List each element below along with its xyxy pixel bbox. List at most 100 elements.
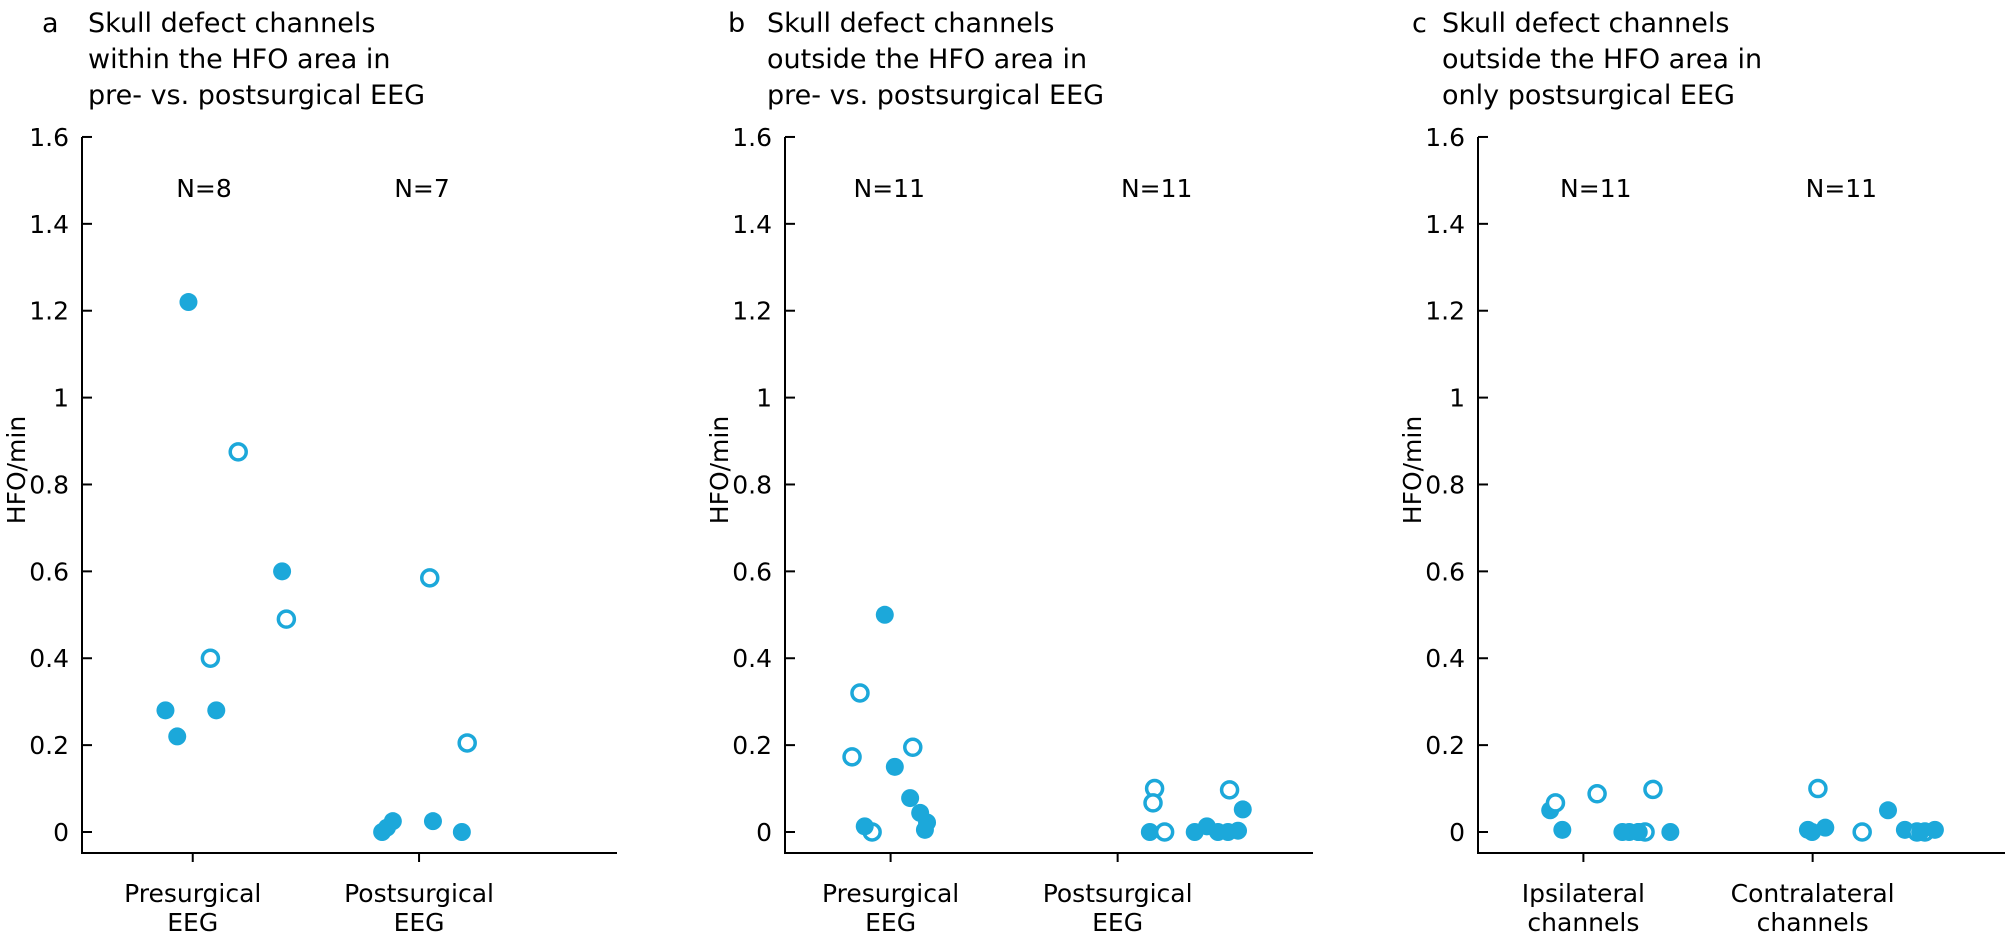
data-point-open <box>200 648 221 668</box>
x-category-label: Presurgical <box>822 879 959 908</box>
y-axis-label: HFO/min <box>1398 416 1427 524</box>
data-point-filled <box>885 757 904 776</box>
data-point-filled <box>1911 823 1930 841</box>
y-tick-label: 0.6 <box>1425 557 1465 586</box>
y-tick-label: 0.2 <box>1425 731 1465 760</box>
axes-lines <box>784 137 1313 854</box>
y-tick-label: 0 <box>1449 818 1465 847</box>
y-tick-label: 0.4 <box>732 644 772 673</box>
data-point-open <box>1154 822 1175 842</box>
data-point-open <box>1852 822 1872 842</box>
y-tick-label: 1.4 <box>29 210 69 239</box>
data-point-filled <box>875 605 894 624</box>
y-tick-label: 1.6 <box>29 123 69 152</box>
n-count-label: N=7 <box>394 174 450 203</box>
y-tick-label: 1 <box>756 384 772 413</box>
panel-title-line: outside the HFO area in <box>1442 44 1762 75</box>
y-tick-label: 0 <box>756 818 772 847</box>
y-tick-label: 0.2 <box>732 731 772 760</box>
x-category-label: EEG <box>1092 908 1143 932</box>
x-category-label: channels <box>1757 908 1869 932</box>
panel-title-line: Skull defect channels <box>767 8 1054 39</box>
y-tick-label: 1.2 <box>732 297 772 326</box>
y-tick-label: 0.4 <box>1425 644 1465 673</box>
data-point-filled <box>373 823 392 841</box>
x-category-label: Contralateral <box>1731 879 1895 908</box>
panel-title-line: only postsurgical EEG <box>1442 80 1735 111</box>
axes-lines <box>1477 137 2005 854</box>
panel-title-line: pre- vs. postsurgical EEG <box>88 80 425 111</box>
y-axis-label: HFO/min <box>705 416 734 524</box>
axes-lines <box>81 137 617 854</box>
y-tick-label: 1.2 <box>29 297 69 326</box>
data-point-filled <box>1629 823 1648 841</box>
data-point-open <box>842 747 862 767</box>
data-point-filled <box>1879 801 1898 820</box>
data-point-filled <box>1803 823 1822 841</box>
y-tick-label: 1 <box>53 384 69 413</box>
n-count-label: N=11 <box>1806 174 1877 203</box>
panel-title-line: Skull defect channels <box>1442 8 1729 39</box>
data-point-open <box>228 442 248 462</box>
y-tick-label: 1 <box>1449 384 1465 413</box>
y-tick-label: 1.6 <box>732 123 772 152</box>
panel-letter: c <box>1412 8 1427 39</box>
y-tick-label: 1.6 <box>1425 123 1465 152</box>
x-category-label: Postsurgical <box>1043 879 1193 908</box>
data-point-filled <box>1553 820 1572 839</box>
data-point-filled <box>168 727 187 746</box>
y-tick-label: 0.8 <box>732 470 772 499</box>
panel-letter: b <box>728 8 745 39</box>
data-point-filled <box>901 789 920 808</box>
x-category-label: EEG <box>865 908 916 932</box>
y-tick-label: 0.4 <box>29 644 69 673</box>
data-point-open <box>1219 780 1240 800</box>
y-tick-label: 0.6 <box>732 557 772 586</box>
data-point-open <box>276 609 297 629</box>
x-category-label: Postsurgical <box>344 879 494 908</box>
data-point-filled <box>207 701 226 720</box>
data-point-filled <box>1140 823 1159 841</box>
data-point-filled <box>855 817 874 836</box>
panel-c-chart: c Skull defect channels outside the HFO ar… <box>1398 8 2005 932</box>
data-point-filled <box>1661 823 1680 841</box>
panel-title-line: pre- vs. postsurgical EEG <box>767 80 1104 111</box>
x-category-label: EEG <box>167 908 218 932</box>
data-point-filled <box>1925 820 1944 839</box>
data-point-open <box>1587 784 1607 804</box>
data-point-open <box>1143 793 1163 813</box>
data-point-open <box>1808 778 1828 799</box>
data-point-filled <box>915 820 934 839</box>
data-point-open <box>457 733 477 753</box>
y-tick-label: 0.8 <box>29 470 69 499</box>
panel-letter: a <box>42 8 59 39</box>
y-tick-label: 1.4 <box>732 210 772 239</box>
y-tick-label: 0 <box>53 818 69 847</box>
y-tick-label: 0.2 <box>29 731 69 760</box>
data-point-filled <box>179 293 198 312</box>
y-tick-label: 1.4 <box>1425 210 1465 239</box>
data-point-filled <box>1233 800 1252 819</box>
n-count-label: N=8 <box>176 174 232 203</box>
y-tick-label: 1.2 <box>1425 297 1465 326</box>
panel-title-line: within the HFO area in <box>88 44 390 75</box>
x-category-label: Presurgical <box>124 879 261 908</box>
data-point-open <box>1643 779 1663 800</box>
data-point-filled <box>423 812 442 831</box>
y-tick-label: 0.6 <box>29 557 69 586</box>
y-axis-label: HFO/min <box>2 416 31 524</box>
x-category-label: EEG <box>394 908 445 932</box>
data-point-open <box>420 568 440 588</box>
panel-title-line: Skull defect channels <box>88 8 375 39</box>
data-point-open <box>850 683 870 703</box>
x-category-label: channels <box>1527 908 1639 932</box>
data-point-filled <box>273 562 292 581</box>
data-point-open <box>1545 793 1566 813</box>
x-category-label: Ipsilateral <box>1522 879 1645 908</box>
data-point-filled <box>1229 821 1248 840</box>
panel-title-line: outside the HFO area in <box>767 44 1087 75</box>
y-tick-label: 0.8 <box>1425 470 1465 499</box>
panel-b-chart: b Skull defect channels outside the HFO ar… <box>705 8 1313 932</box>
n-count-label: N=11 <box>1560 174 1631 203</box>
